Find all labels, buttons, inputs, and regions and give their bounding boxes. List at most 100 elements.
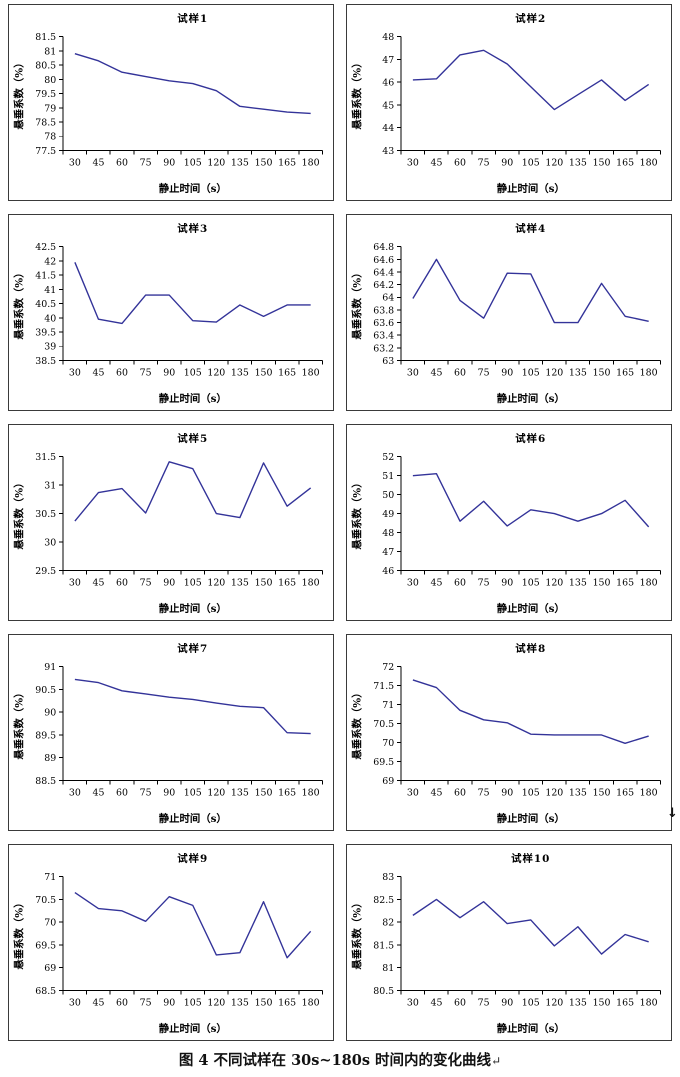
x-tick-label: 180	[640, 787, 658, 798]
y-tick-label: 70.5	[35, 895, 56, 906]
x-tick-label: 135	[569, 787, 587, 798]
y-tick-label: 48	[382, 32, 394, 43]
x-tick-label: 180	[640, 577, 658, 588]
y-tick-label: 64.4	[373, 267, 394, 278]
y-tick-label: 30	[44, 538, 56, 549]
y-tick-label: 81	[382, 963, 394, 974]
x-tick-label: 120	[545, 787, 563, 798]
chart-title: 试样2	[515, 12, 546, 25]
figure-caption-text: 图 4 不同试样在 30s~180s 时间内的变化曲线	[178, 1052, 492, 1069]
x-tick-label: 45	[430, 787, 442, 798]
chart-title: 试样7	[177, 642, 208, 655]
x-tick-label: 60	[454, 367, 466, 378]
y-tick-label: 63	[382, 356, 394, 367]
x-tick-label: 75	[478, 367, 490, 378]
chart-card-7: 试样7 88.5 89 89.5 90 90.5 91 30 45 60 75 90 105 120 135…	[8, 634, 334, 831]
x-tick-label: 120	[545, 997, 563, 1008]
x-axis-title: 静止时间（s）	[497, 1022, 565, 1035]
y-tick-label: 82.5	[373, 895, 394, 906]
x-tick-label: 135	[569, 577, 587, 588]
x-tick-label: 120	[207, 367, 225, 378]
y-tick-label: 68.5	[35, 986, 56, 997]
x-tick-label: 90	[163, 787, 175, 798]
y-tick-label: 41.5	[35, 271, 56, 282]
y-tick-label: 79	[44, 103, 56, 114]
x-tick-label: 180	[640, 157, 658, 168]
x-tick-label: 105	[522, 157, 540, 168]
chart-card-1: 试样1 77.5 78 78.5 79 79.5 80 80.5 81 81.5 30 45 60 75 9…	[8, 4, 334, 201]
y-tick-label: 69	[44, 963, 56, 974]
data-series-line	[412, 258, 649, 324]
x-tick-label: 135	[569, 367, 587, 378]
data-series-line	[74, 461, 312, 522]
y-axis-title: 悬垂系数（%）	[351, 58, 364, 131]
y-tick-label: 72	[382, 662, 394, 673]
x-tick-label: 165	[278, 157, 296, 168]
y-tick-label: 49	[382, 509, 394, 520]
x-tick-label: 165	[278, 787, 296, 798]
y-tick-label: 40	[44, 313, 56, 324]
y-tick-label: 47	[382, 547, 394, 558]
chart-title: 试样8	[515, 642, 546, 655]
x-tick-label: 105	[184, 787, 202, 798]
y-tick-label: 88.5	[35, 776, 56, 787]
x-tick-label: 75	[140, 157, 152, 168]
data-series-line	[74, 678, 311, 735]
y-tick-label: 90.5	[35, 685, 56, 696]
x-tick-label: 105	[184, 367, 202, 378]
chart-card-5: 试样5 29.5 30 30.5 31 31.5 30 45 60 75 90 105 120 135 15…	[8, 424, 334, 621]
y-tick-label: 41	[44, 285, 56, 296]
y-tick-label: 70	[44, 918, 56, 929]
x-tick-label: 60	[454, 787, 466, 798]
y-tick-label: 83	[382, 872, 394, 883]
y-axis-title: 悬垂系数（%）	[351, 898, 364, 971]
x-tick-label: 45	[92, 577, 104, 588]
chart-card-8: 试样8 69 69.5 70 70.5 71 71.5 72 30 45 60 75 90 105 120 1…	[346, 634, 672, 831]
chart-card-2: 试样2 43 44 45 46 47 48 30 45 60 75 90 105 120 135 150 165…	[346, 4, 672, 201]
y-axis-title: 悬垂系数（%）	[13, 688, 26, 761]
x-tick-label: 165	[616, 787, 634, 798]
charts-grid: 试样1 77.5 78 78.5 79 79.5 80 80.5 81 81.5 30 45 60 75 9…	[8, 4, 672, 1041]
x-tick-label: 165	[616, 997, 634, 1008]
y-axis-title: 悬垂系数（%）	[351, 268, 364, 341]
x-tick-label: 30	[69, 367, 81, 378]
x-tick-label: 165	[616, 157, 634, 168]
y-tick-label: 69.5	[35, 940, 56, 951]
y-tick-label: 31	[44, 481, 56, 492]
x-tick-label: 180	[302, 787, 320, 798]
chart-canvas: 试样8 69 69.5 70 70.5 71 71.5 72 30 45 60 75 90 105 120 1…	[351, 642, 661, 825]
y-tick-label: 78.5	[35, 118, 56, 129]
y-tick-label: 31.5	[35, 452, 56, 463]
y-tick-label: 39	[44, 342, 56, 353]
y-tick-label: 71	[382, 700, 394, 711]
y-tick-label: 81.5	[35, 32, 56, 43]
data-series-line	[74, 262, 311, 325]
x-tick-label: 45	[92, 997, 104, 1008]
x-axis-title: 静止时间（s）	[159, 602, 227, 615]
x-tick-label: 60	[116, 577, 128, 588]
x-tick-label: 30	[69, 997, 81, 1008]
x-axis-title: 静止时间（s）	[497, 602, 565, 615]
x-tick-label: 180	[640, 997, 658, 1008]
chart-title: 试样6	[515, 432, 546, 445]
y-tick-label: 81	[44, 46, 56, 57]
y-tick-label: 39.5	[35, 328, 56, 339]
x-tick-label: 60	[454, 577, 466, 588]
x-tick-label: 105	[522, 577, 540, 588]
x-tick-label: 105	[522, 997, 540, 1008]
x-tick-label: 75	[140, 997, 152, 1008]
y-axis-title: 悬垂系数（%）	[13, 58, 26, 131]
x-tick-label: 45	[92, 367, 104, 378]
x-tick-label: 135	[231, 997, 249, 1008]
x-tick-label: 30	[69, 157, 81, 168]
x-tick-label: 105	[184, 157, 202, 168]
x-tick-label: 180	[302, 367, 320, 378]
x-axis-title: 静止时间（s）	[159, 182, 227, 195]
x-tick-label: 75	[140, 577, 152, 588]
x-tick-label: 150	[255, 157, 273, 168]
x-tick-label: 105	[184, 997, 202, 1008]
x-tick-label: 120	[207, 577, 225, 588]
x-tick-label: 75	[478, 577, 490, 588]
x-tick-label: 150	[255, 787, 273, 798]
chart-canvas: 试样1 77.5 78 78.5 79 79.5 80 80.5 81 81.5 30 45 60 75 9…	[13, 12, 323, 195]
